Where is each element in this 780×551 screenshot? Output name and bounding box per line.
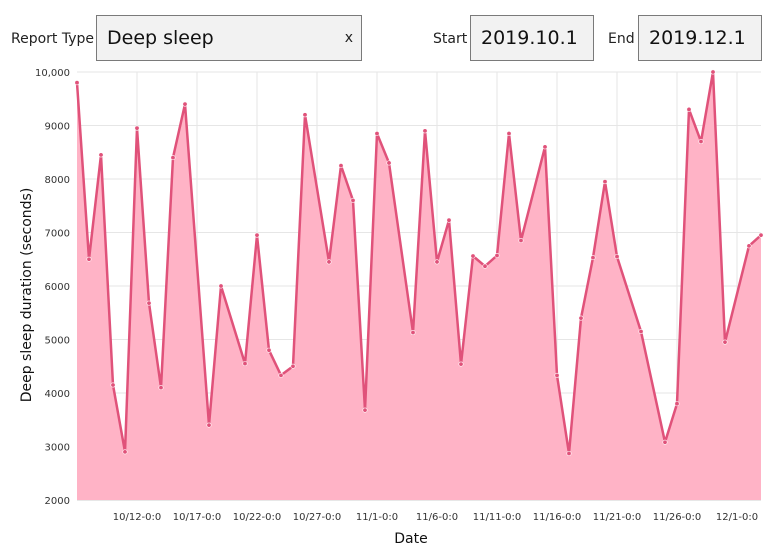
data-point[interactable] xyxy=(578,315,584,321)
y-axis-title: Deep sleep duration (seconds) xyxy=(19,188,35,403)
data-point[interactable] xyxy=(386,160,392,166)
x-tick-label: 11/26-0:0 xyxy=(653,512,702,523)
data-point[interactable] xyxy=(350,197,356,203)
data-point[interactable] xyxy=(182,101,188,107)
data-point[interactable] xyxy=(422,128,428,134)
y-axis-ticks: 2000 3000 4000 5000 6000 7000 8000 9000 10,000 xyxy=(35,68,70,507)
data-point[interactable] xyxy=(254,232,260,238)
clear-report-type-button[interactable]: x xyxy=(344,30,353,46)
data-point[interactable] xyxy=(506,131,512,137)
data-point[interactable] xyxy=(590,255,596,261)
y-tick-label: 3000 xyxy=(45,443,70,454)
y-tick-label: 5000 xyxy=(45,336,70,347)
y-tick-label: 4000 xyxy=(45,389,70,400)
y-tick-label: 2000 xyxy=(45,496,70,507)
data-point[interactable] xyxy=(470,253,476,259)
data-point[interactable] xyxy=(158,385,164,391)
data-point[interactable] xyxy=(614,254,620,260)
x-tick-label: 11/11-0:0 xyxy=(473,512,522,523)
data-point[interactable] xyxy=(134,125,140,131)
data-point[interactable] xyxy=(602,179,608,185)
data-point[interactable] xyxy=(122,449,128,455)
data-point[interactable] xyxy=(710,69,716,75)
data-point[interactable] xyxy=(410,330,416,336)
x-tick-label: 10/17-0:0 xyxy=(173,512,222,523)
data-point[interactable] xyxy=(86,256,92,262)
data-point[interactable] xyxy=(494,253,500,259)
data-point[interactable] xyxy=(218,283,224,289)
y-tick-label: 6000 xyxy=(45,282,70,293)
data-point[interactable] xyxy=(146,300,152,306)
data-point[interactable] xyxy=(758,232,764,238)
data-point[interactable] xyxy=(746,243,752,249)
series-line xyxy=(75,70,762,455)
start-date-input[interactable]: 2019.10.1 xyxy=(470,15,594,61)
data-point[interactable] xyxy=(674,401,680,407)
end-date-label: End xyxy=(608,31,635,47)
data-point[interactable] xyxy=(98,152,104,158)
x-tick-label: 10/22-0:0 xyxy=(233,512,282,523)
data-point[interactable] xyxy=(302,112,308,118)
x-tick-label: 12/1-0:0 xyxy=(716,512,758,523)
data-point[interactable] xyxy=(242,361,248,367)
data-point[interactable] xyxy=(554,372,560,378)
y-tick-label: 10,000 xyxy=(35,68,70,79)
x-axis-ticks: 10/12-0:0 10/17-0:0 10/22-0:0 10/27-0:0 11/1… xyxy=(113,512,758,523)
data-point[interactable] xyxy=(326,259,332,265)
x-tick-label: 10/12-0:0 xyxy=(113,512,162,523)
report-toolbar: Report Type Deep sleep x Start 2019.10.1… xyxy=(0,0,780,66)
x-tick-label: 11/21-0:0 xyxy=(593,512,642,523)
data-point[interactable] xyxy=(542,144,548,150)
data-point[interactable] xyxy=(638,328,644,334)
data-point[interactable] xyxy=(518,238,524,244)
data-point[interactable] xyxy=(278,372,284,378)
x-axis-title: Date xyxy=(394,531,427,547)
area-fill xyxy=(77,72,761,500)
data-point[interactable] xyxy=(290,363,296,369)
report-type-select[interactable]: Deep sleep x xyxy=(96,15,362,61)
data-point[interactable] xyxy=(662,439,668,445)
y-tick-label: 9000 xyxy=(45,122,70,133)
data-point[interactable] xyxy=(74,80,80,86)
data-point[interactable] xyxy=(482,263,488,269)
data-point[interactable] xyxy=(110,382,116,388)
x-tick-label: 11/1-0:0 xyxy=(356,512,398,523)
data-point[interactable] xyxy=(722,339,728,345)
data-point[interactable] xyxy=(686,106,692,112)
data-point[interactable] xyxy=(566,450,572,456)
x-tick-label: 11/16-0:0 xyxy=(533,512,582,523)
data-point[interactable] xyxy=(266,347,272,353)
data-point[interactable] xyxy=(362,407,368,413)
y-tick-label: 7000 xyxy=(45,229,70,240)
data-point[interactable] xyxy=(698,139,704,145)
data-point[interactable] xyxy=(206,422,212,428)
x-tick-label: 10/27-0:0 xyxy=(293,512,342,523)
data-point[interactable] xyxy=(338,163,344,169)
data-point[interactable] xyxy=(446,217,452,223)
data-point[interactable] xyxy=(170,155,176,161)
data-points xyxy=(74,69,764,456)
data-point[interactable] xyxy=(434,259,440,265)
y-tick-label: 8000 xyxy=(45,175,70,186)
report-type-value: Deep sleep xyxy=(107,27,214,49)
report-type-label: Report Type xyxy=(11,31,95,47)
data-point[interactable] xyxy=(374,131,380,137)
data-point[interactable] xyxy=(458,361,464,367)
end-date-input[interactable]: 2019.12.1 xyxy=(638,15,762,61)
start-date-label: Start xyxy=(433,31,468,47)
x-tick-label: 11/6-0:0 xyxy=(416,512,458,523)
deep-sleep-chart: 2000 3000 4000 5000 6000 7000 8000 9000 10,000 1… xyxy=(19,68,764,547)
